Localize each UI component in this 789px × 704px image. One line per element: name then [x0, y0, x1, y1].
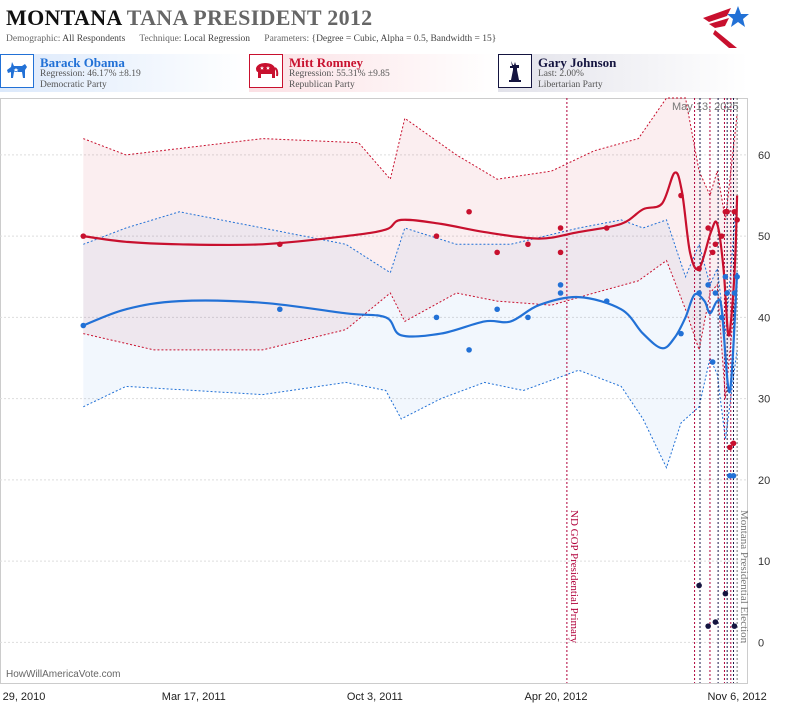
parameters-label: Parameters:: [264, 34, 310, 44]
plot-frame: [0, 98, 748, 684]
poll-point: [734, 273, 740, 280]
candidate-party: Democratic Party: [40, 80, 107, 90]
poll-point: [433, 233, 440, 239]
x-tick-label: Mar 17, 2011: [162, 691, 226, 703]
poll-point: [80, 322, 87, 329]
poll-point: [724, 208, 730, 215]
poll-point: [718, 233, 725, 239]
elephant-icon: [249, 54, 283, 88]
liberty-icon: [498, 54, 532, 88]
poll-point: [712, 290, 719, 296]
poll-point: [724, 290, 730, 296]
confidence-band: [83, 98, 738, 399]
demographic-value: All Respondents: [62, 34, 126, 44]
poll-point: [734, 217, 740, 223]
poll-point: [705, 282, 711, 288]
poll-point: [557, 282, 564, 288]
donkey-icon: [0, 54, 34, 88]
x-tick-label: Aug 29, 2010: [0, 691, 45, 703]
header: MONTANA TANA PRESIDENT 2012 Demographic:…: [0, 0, 789, 52]
poll-point: [709, 249, 716, 256]
poll-point: [277, 306, 283, 313]
poll-point: [712, 241, 719, 248]
y-tick-label: 30: [758, 394, 770, 406]
poll-point: [705, 623, 711, 629]
candidate-party: Libertarian Party: [538, 80, 603, 90]
poll-point: [678, 192, 684, 199]
candidate-obama: Barack Obama Regression: 46.17% ±8.19 De…: [0, 54, 248, 92]
event-label: Montana Presidential Election: [738, 510, 750, 644]
y-tick-label: 10: [758, 556, 770, 568]
y-tick-label: 40: [758, 312, 770, 324]
poll-point: [494, 306, 500, 313]
site-logo-icon: [703, 6, 749, 48]
lower-bound-line: [83, 259, 738, 399]
poll-point: [525, 241, 531, 248]
candidate-romney: Mitt Romney Regression: 55.31% ±9.85 Rep…: [249, 54, 497, 92]
trend-line: [83, 171, 739, 337]
poll-point: [557, 290, 564, 296]
poll-point: [525, 314, 531, 321]
title-state: MONTANA: [6, 5, 122, 30]
poll-point: [678, 330, 684, 337]
y-tick-label: 20: [758, 475, 770, 487]
poll-point: [731, 290, 738, 296]
poll-point: [277, 241, 283, 248]
poll-point: [730, 440, 737, 447]
demographic-label: Demographic:: [6, 34, 61, 44]
title-rest: TANA PRESIDENT 2012: [126, 5, 373, 30]
y-tick-label: 60: [758, 150, 770, 162]
poll-point: [494, 249, 500, 256]
poll-point: [727, 444, 733, 451]
x-tick-label: Apr 20, 2012: [525, 691, 588, 703]
technique-label: Technique:: [139, 34, 182, 44]
y-tick-label: 0: [758, 637, 764, 649]
poll-point: [80, 233, 87, 239]
poll-point: [557, 225, 564, 231]
candidate-party: Republican Party: [289, 80, 355, 90]
confidence-band: [83, 195, 738, 468]
candidate-regression: Regression: 46.17% ±8.19: [40, 69, 141, 79]
poll-point: [603, 298, 610, 304]
poll-point: [718, 314, 725, 321]
y-tick-label: 50: [758, 231, 770, 243]
poll-point: [730, 473, 737, 479]
technique-value: Local Regression: [183, 34, 251, 44]
poll-point: [712, 619, 719, 625]
candidate-name: Barack Obama: [40, 55, 125, 70]
poll-point: [731, 623, 738, 629]
trend-line: [82, 272, 739, 394]
chart-svg: 0 10 20 30 40 50 60 ND GOP Presidential Primary…: [0, 97, 770, 703]
page-title: MONTANA TANA PRESIDENT 2012: [6, 5, 372, 31]
x-tick-label: Oct 3, 2011: [347, 691, 403, 703]
candidate-johnson: Gary Johnson Last: 2.00% Libertarian Par…: [498, 54, 748, 92]
poll-point: [696, 265, 702, 272]
poll-point: [557, 249, 564, 256]
candidate-name: Mitt Romney: [289, 55, 364, 70]
event-label: ND GOP Presidential Primary: [568, 510, 580, 644]
parameters-bar: Demographic: All Respondents Technique: …: [6, 34, 496, 44]
lower-bound-line: [83, 349, 738, 470]
poll-point: [603, 225, 610, 231]
poll-point: [466, 208, 472, 215]
poll-point: [722, 273, 729, 280]
datestamp: May 13, 2025: [672, 101, 739, 113]
poll-point: [731, 208, 738, 215]
candidate-legend: Barack Obama Regression: 46.17% ±8.19 De…: [0, 54, 789, 94]
parameters-value: {Degree = Cubic, Alpha = 0.5, Bandwidth …: [311, 34, 497, 44]
poll-point: [722, 590, 729, 597]
poll-point: [433, 314, 440, 321]
poll-point: [705, 225, 711, 231]
watermark: HowWillAmericaVote.com: [6, 669, 121, 680]
candidate-last: Last: 2.00%: [538, 69, 584, 79]
poll-point: [696, 582, 702, 589]
candidate-name: Gary Johnson: [538, 55, 617, 70]
x-tick-label: Nov 6, 2012: [707, 691, 766, 703]
poll-point: [696, 290, 702, 296]
candidate-regression: Regression: 55.31% ±9.85: [289, 69, 390, 79]
poll-point: [466, 347, 472, 353]
poll-point: [709, 359, 716, 365]
